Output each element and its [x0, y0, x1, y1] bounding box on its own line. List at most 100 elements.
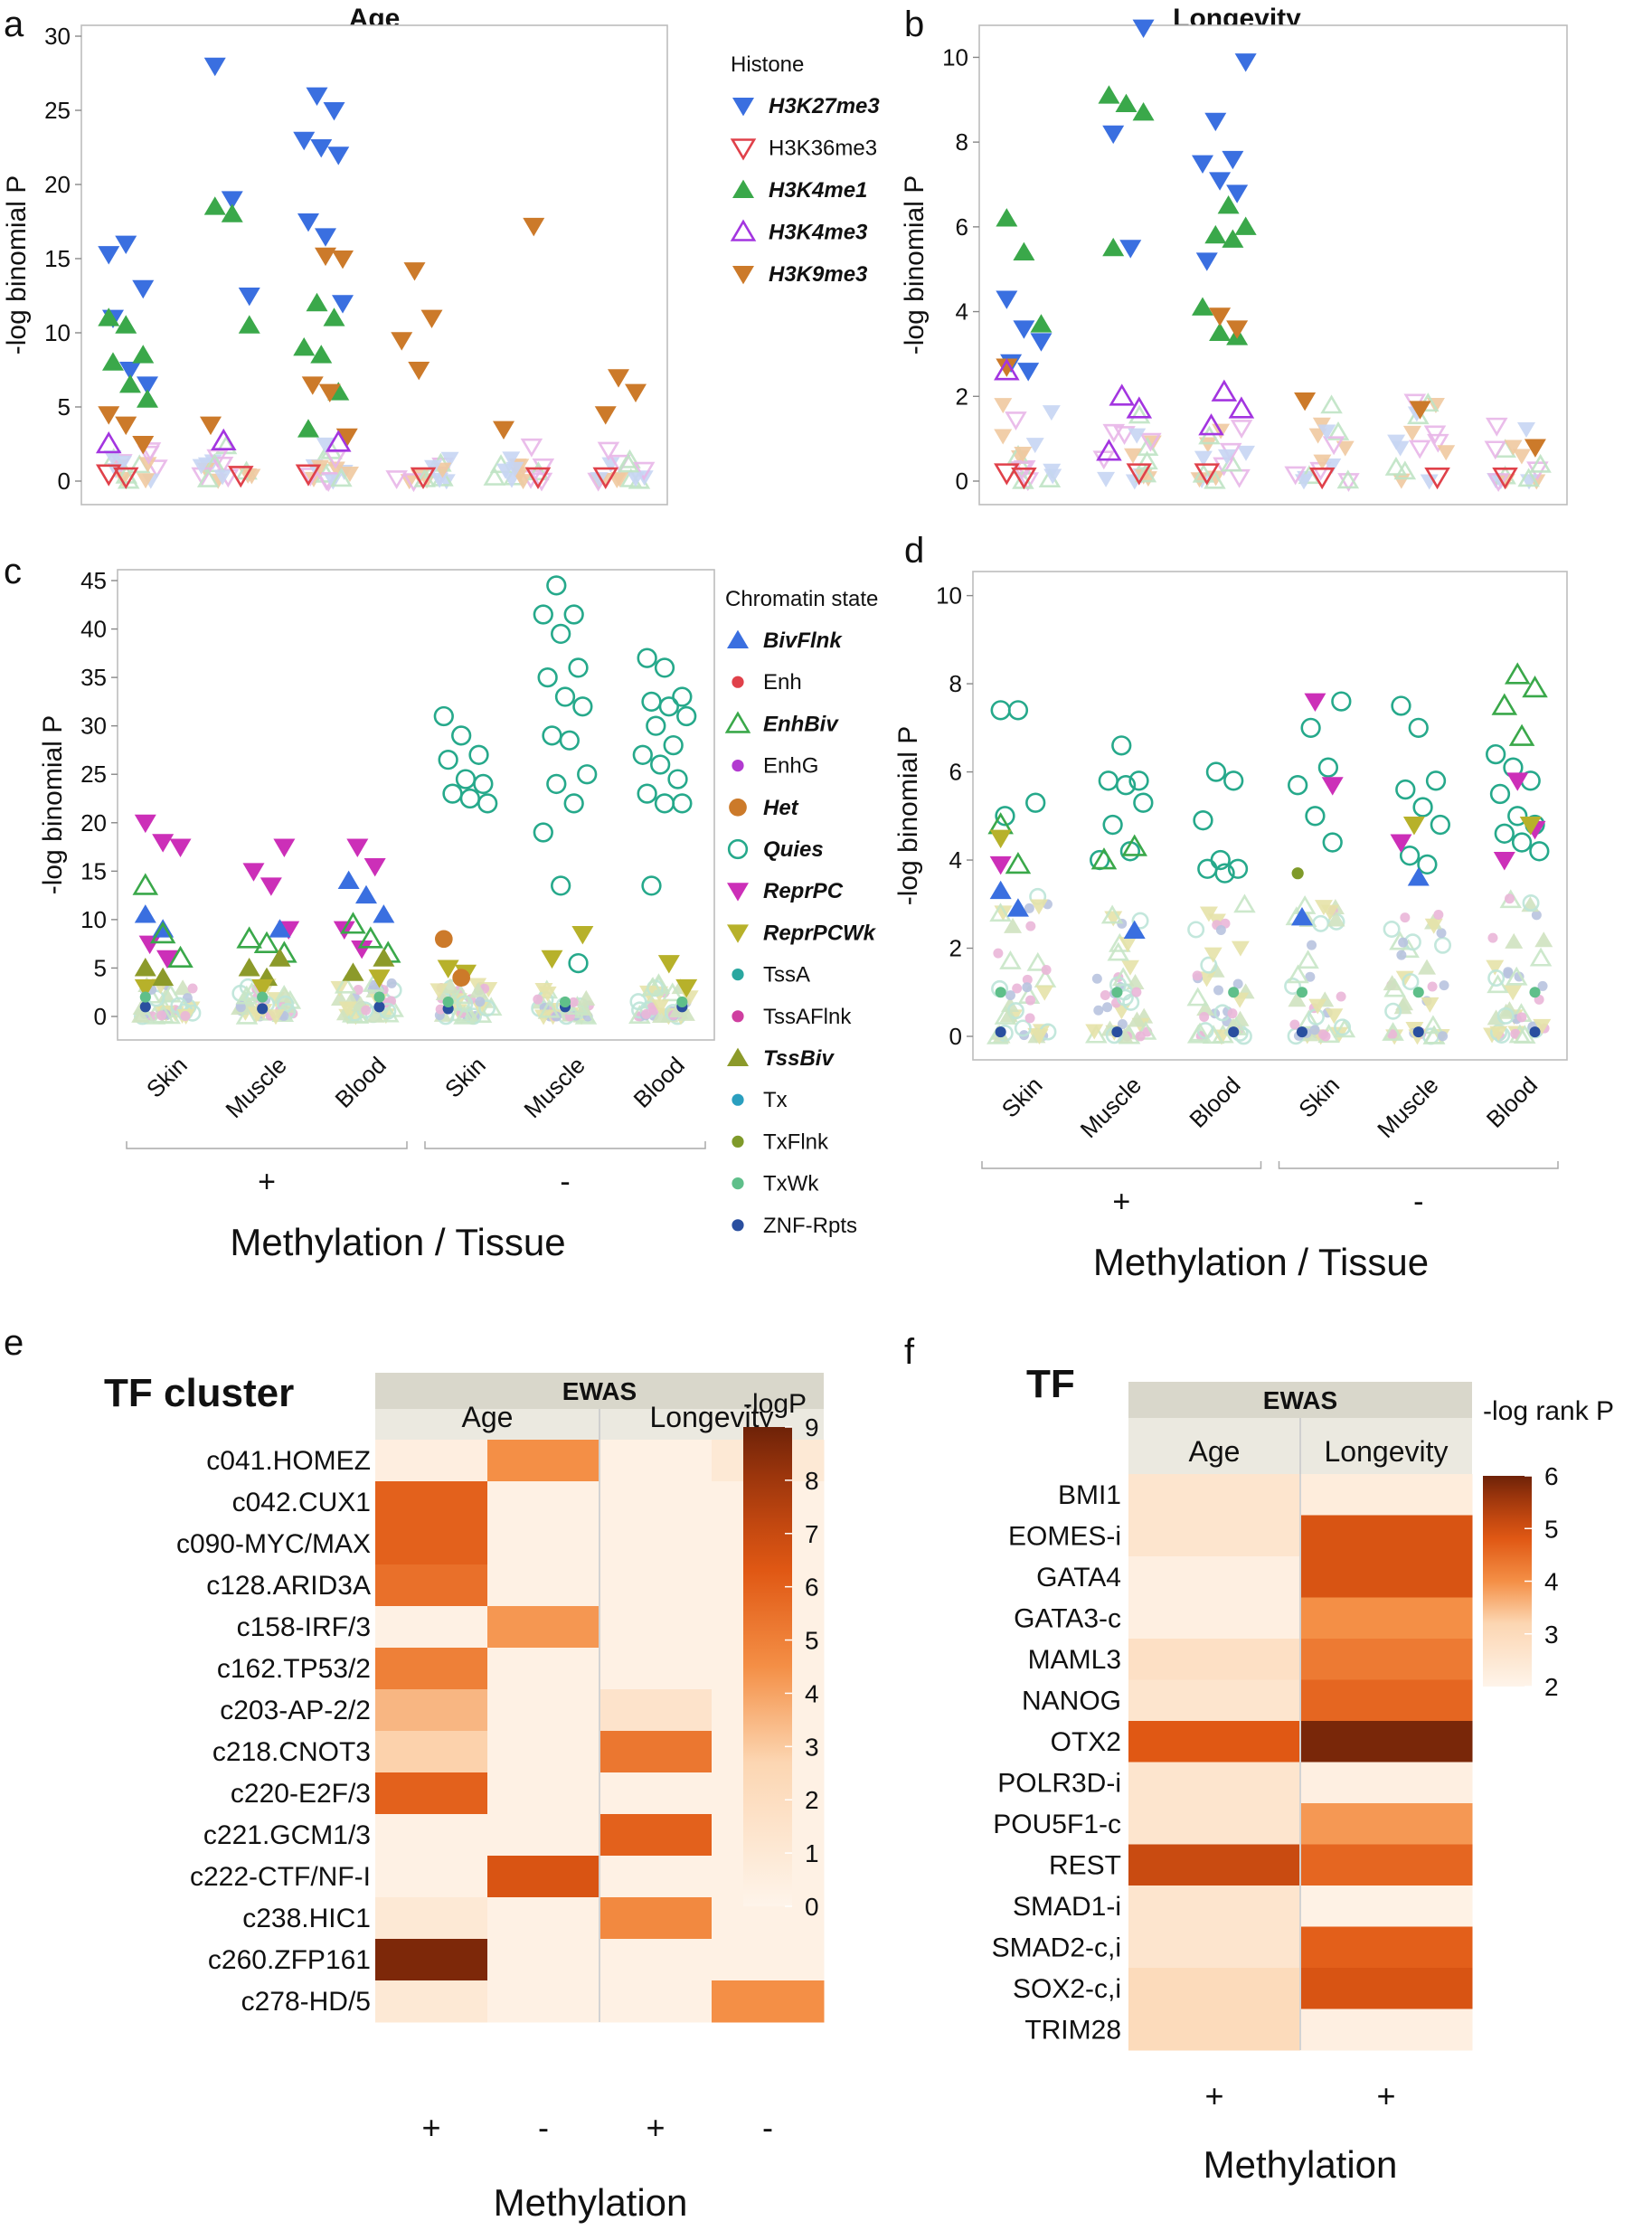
background-mark — [1005, 411, 1027, 430]
background-mark — [1307, 940, 1317, 950]
data-point-Quies — [1399, 846, 1421, 866]
background-mark — [170, 997, 188, 1015]
background-mark — [1022, 974, 1033, 985]
data-point-H3K36me3 — [1424, 468, 1450, 490]
data-point-BivFlnk — [1407, 867, 1430, 886]
background-mark — [1383, 920, 1401, 938]
background-mark — [1517, 468, 1540, 487]
data-point-H3K27me3 — [1132, 19, 1155, 39]
ewas-header-label: EWAS — [562, 1377, 637, 1405]
series-TxFlnk — [1291, 867, 1304, 880]
y-tick-label: 25 — [80, 761, 107, 788]
background-mark — [1421, 1015, 1445, 1035]
legend-histone: Histone H3K27me3 H3K36me3 H3K4me1 H3K4me3 H3K… — [730, 52, 880, 287]
data-point-H3K4me1 — [996, 208, 1018, 227]
data-point-H3K27me3 — [98, 246, 120, 265]
background-mark — [1326, 911, 1345, 927]
background-mark — [1408, 439, 1431, 459]
data-point-Quies — [1133, 792, 1154, 813]
background-mark — [1198, 437, 1217, 453]
data-point-H3K27me3 — [323, 102, 345, 121]
background-mark — [1025, 921, 1036, 931]
row-label: c278-HD/5 — [241, 1987, 371, 2017]
legend-label-BivFlnk: BivFlnk — [763, 629, 843, 653]
ewas-header — [1128, 1382, 1472, 1418]
background-mark — [1134, 463, 1157, 483]
heatmap-cell — [1128, 1803, 1301, 1845]
background-mark — [994, 429, 1013, 445]
data-point-ZNF-Rpts — [1529, 1026, 1541, 1038]
background-mark — [1420, 474, 1439, 490]
data-point-TxWk — [139, 991, 151, 1003]
data-point-TxWk — [442, 996, 454, 1007]
panel-letter-b: b — [904, 5, 924, 44]
colorbar — [743, 1427, 792, 1906]
y-tick-label: 6 — [956, 213, 968, 241]
heatmap-cell — [1128, 1679, 1301, 1722]
data-point-TssBiv — [152, 967, 175, 987]
row-label: c090-MYC/MAX — [176, 1529, 371, 1559]
legend-label-Het: Het — [763, 796, 799, 820]
colorbar-tick-label: 5 — [1544, 1515, 1559, 1543]
background-mark — [1418, 959, 1437, 975]
background-mark — [1383, 975, 1402, 991]
heatmap-cell — [375, 1523, 488, 1565]
legend-marker-H3K36me3 — [730, 138, 757, 161]
panel-f: f TF EWAS Age Longevity BMI1 EOMES-i GATA4 GATA3… — [904, 1332, 1614, 2186]
heatmap-cell — [375, 1772, 488, 1815]
heatmap-cell — [375, 1689, 488, 1732]
background-mark — [1041, 964, 1052, 975]
background-mark — [346, 1009, 365, 1025]
y-axis-label: -log binomial P — [893, 726, 923, 905]
background-mark — [1215, 925, 1226, 936]
data-point-TxWk — [676, 996, 688, 1007]
data-point-H3K36me3 — [112, 467, 139, 490]
data-point-H3K27me3 — [115, 235, 137, 254]
data-point-H3K4me3 — [1198, 413, 1224, 436]
row-label: c041.HOMEZ — [206, 1446, 371, 1476]
row-label: c203-AP-2/2 — [220, 1696, 371, 1725]
data-point-H3K9me3 — [1409, 401, 1431, 420]
row-label: c128.ARID3A — [206, 1571, 371, 1601]
row-label: c260.ZFP161 — [208, 1945, 371, 1975]
heatmap-cell — [1300, 1968, 1473, 2009]
y-tick-label: 8 — [956, 128, 968, 156]
data-point-H3K4me1 — [115, 315, 137, 334]
background-mark — [235, 1002, 246, 1013]
data-point-Quies — [637, 647, 657, 668]
data-point-Het — [434, 930, 453, 949]
background-mark — [1124, 448, 1143, 464]
background-mark — [538, 998, 561, 1018]
legend-marker-EnhBiv — [724, 711, 751, 733]
data-point-H3K9me3 — [332, 250, 354, 269]
heatmap-cell — [1128, 1515, 1301, 1557]
data-point-Quies — [1102, 814, 1123, 836]
colorbar-tick-label: 6 — [1544, 1462, 1559, 1490]
data-point-EnhBiv — [1005, 851, 1032, 874]
background-mark — [311, 459, 330, 476]
legend-label-H3K36me3: H3K36me3 — [769, 137, 877, 161]
background-mark — [1014, 446, 1033, 462]
background-mark — [430, 983, 448, 999]
heatmap-cell — [1300, 2008, 1473, 2051]
data-point-Quies — [473, 773, 494, 795]
panel-letter-d: d — [904, 531, 924, 571]
background-mark — [1289, 1019, 1300, 1030]
data-point-H3K9me3 — [420, 309, 443, 328]
series-TssBiv — [134, 948, 395, 987]
legend-marker-TxFlnk — [732, 1135, 744, 1148]
background-mark — [661, 982, 684, 1002]
data-point-Quies — [646, 715, 666, 736]
background-mark — [1336, 991, 1346, 1002]
y-tick-label: 0 — [949, 1023, 962, 1050]
background-mark — [1119, 937, 1138, 953]
column-group-label: Longevity — [1325, 1435, 1449, 1468]
legend-label-ReprPCWk: ReprPCWk — [763, 921, 877, 945]
data-point-H3K27me3 — [1030, 333, 1053, 352]
row-label: SOX2-c,i — [1013, 1974, 1121, 2004]
series-Quies — [990, 691, 1550, 884]
data-point-EnhBiv — [253, 931, 280, 953]
x-axis-title: Methylation / Tissue — [1093, 1241, 1429, 1283]
data-point-ReprPC — [1390, 834, 1412, 853]
data-point-H3K4me1 — [221, 203, 243, 222]
